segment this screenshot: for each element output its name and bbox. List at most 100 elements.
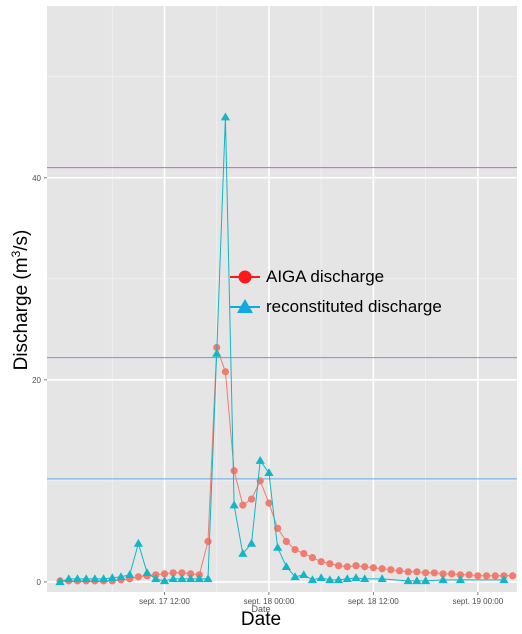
data-point-1 [499,575,509,584]
data-point-1 [72,574,83,583]
data-point-1 [177,574,187,583]
plot-panel [47,6,517,592]
y-tick-label: 0 [37,578,42,587]
legend-item-aiga: AIGA discharge [228,262,442,292]
data-point-0 [326,560,334,568]
data-point-1 [125,570,135,579]
data-point-0 [265,499,273,507]
data-point-0 [448,570,456,578]
y-axis-title-sup: 3 [8,250,23,258]
legend-label-aiga: AIGA discharge [266,267,385,286]
data-point-0 [369,564,377,572]
data-point-0 [465,571,473,579]
data-point-1 [307,575,318,584]
data-point-0 [160,570,169,578]
y-tick-label: 40 [32,174,41,183]
data-point-1 [455,575,466,584]
data-point-1 [421,576,431,585]
x-tick-label: sept. 19 00:00 [452,597,503,606]
data-point-0 [491,572,499,580]
data-point-1 [168,574,178,583]
data-point-0 [282,537,290,546]
data-point-0 [352,562,360,570]
data-point-0 [317,558,325,566]
y-axis-title: Discharge (m3/s) [9,230,33,371]
data-point-0 [456,571,465,579]
legend: AIGA discharge reconstituted discharge [228,262,442,322]
x-tick-label: sept. 17 12:00 [139,597,190,606]
x-axis-title-ghost: Date [251,604,271,614]
x-tick-label: sept. 18 00:00 [244,597,295,606]
data-point-0 [169,569,177,577]
data-point-1 [229,500,239,509]
data-point-1 [325,575,335,584]
data-point-1 [186,574,196,583]
data-point-0 [187,570,195,578]
data-point-1 [212,348,222,357]
data-point-0 [361,563,369,571]
data-point-1 [142,568,152,577]
data-point-1 [290,572,300,581]
data-point-1 [238,549,248,557]
x-axis-title: Date [240,609,282,630]
y-axis-title-wrap: Discharge (m3/s) [9,150,33,450]
data-point-1 [403,576,413,585]
x-tick-label: sept. 18 12:00 [348,597,399,606]
data-point-1 [151,574,161,583]
data-point-0 [134,573,142,581]
data-point-0 [474,572,482,580]
data-point-1 [412,576,422,585]
data-point-1 [194,574,204,583]
data-point-1 [64,574,74,583]
data-point-0 [482,572,491,580]
data-point-1 [220,112,231,121]
data-point-0 [430,569,438,577]
data-point-1 [281,562,291,570]
data-point-0 [387,566,395,574]
legend-label-reconstituted: reconstituted discharge [266,297,442,316]
data-point-0 [230,467,238,475]
data-point-0 [439,570,447,578]
data-point-0 [221,368,230,376]
data-point-0 [204,537,212,546]
legend-key-reconstituted [230,299,260,313]
data-point-0 [343,563,351,571]
data-point-1 [360,574,370,583]
data-point-0 [334,562,343,570]
data-point-0 [178,569,186,577]
y-axis-title-end: /s) [11,229,33,251]
legend-item-reconstituted: reconstituted discharge [228,292,442,322]
data-point-0 [247,495,256,503]
data-point-1 [342,574,352,583]
data-point-1 [107,573,117,582]
data-point-0 [308,554,317,562]
data-point-1 [333,575,344,584]
data-point-1 [90,574,100,583]
data-point-0 [509,572,517,580]
y-axis-title-main: Discharge (m [11,257,33,371]
data-point-0 [395,567,404,575]
data-point-1 [255,456,265,464]
data-point-0 [239,501,247,509]
data-point-1 [377,574,387,583]
data-point-1 [55,577,65,586]
data-point-0 [291,545,299,554]
y-tick-label: 20 [32,376,41,385]
legend-key-aiga [230,270,260,284]
data-point-1 [438,575,448,584]
data-point-1 [316,573,326,582]
data-point-0 [404,568,412,576]
data-point-1 [116,572,126,581]
data-point-1 [81,574,91,583]
data-point-0 [413,568,421,576]
data-point-0 [378,565,386,573]
data-point-1 [351,573,361,582]
data-point-1 [299,570,309,579]
data-point-1 [273,542,283,551]
data-point-1 [203,574,213,583]
data-point-1 [159,576,170,585]
data-point-0 [300,550,308,558]
data-point-1 [98,574,109,583]
data-point-1 [246,538,257,547]
